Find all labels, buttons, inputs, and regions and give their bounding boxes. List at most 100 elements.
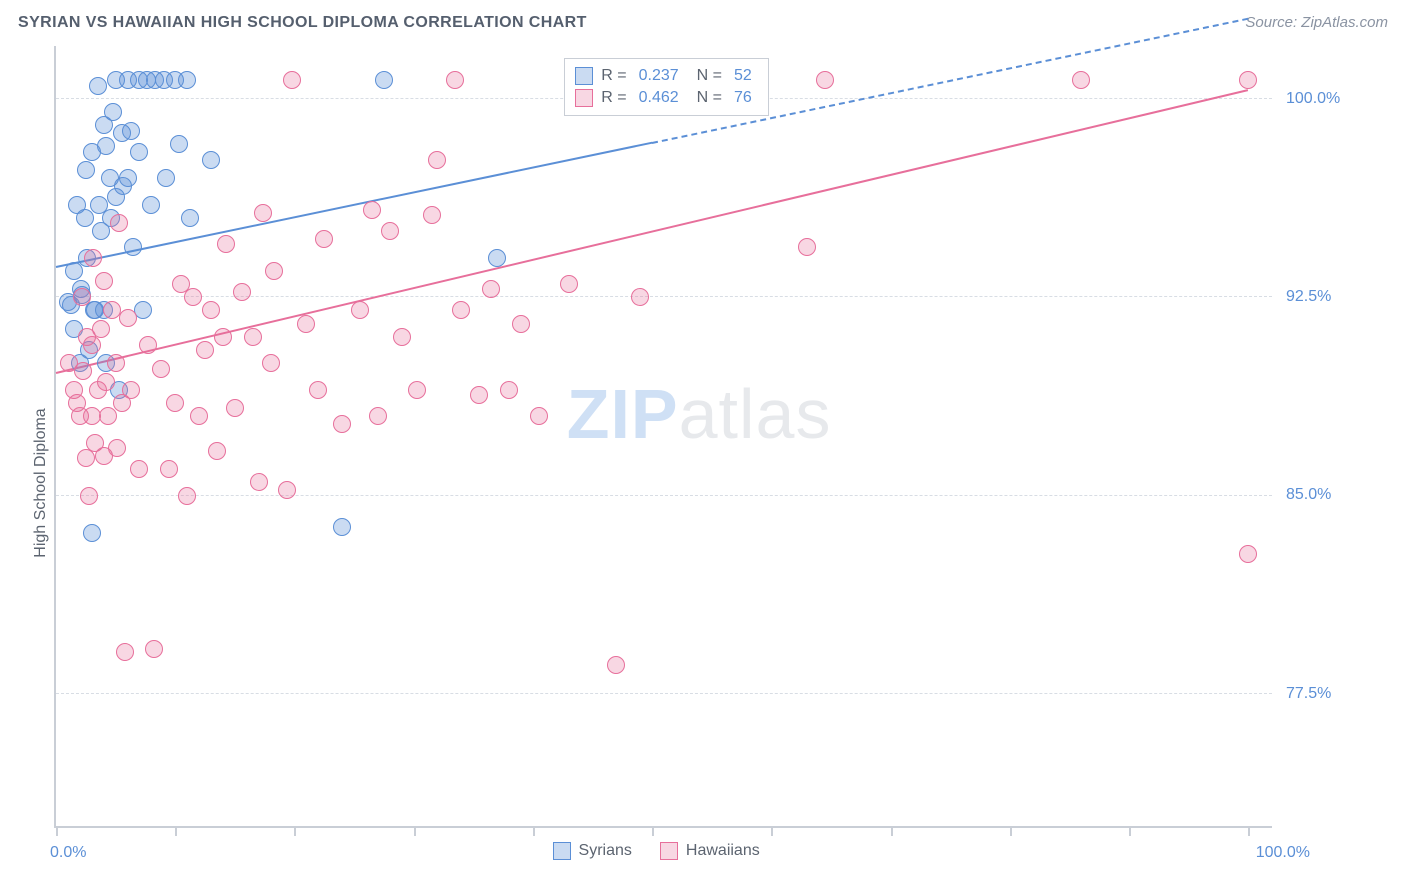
legend-row: R =0.237N =52: [575, 65, 756, 87]
x-tick: [771, 826, 773, 836]
data-point: [217, 235, 235, 253]
data-point: [214, 328, 232, 346]
data-point: [116, 643, 134, 661]
correlation-legend: R =0.237N =52R =0.462N =76: [564, 58, 769, 116]
chart-title: SYRIAN VS HAWAIIAN HIGH SCHOOL DIPLOMA C…: [18, 14, 587, 32]
legend-item-syrians: Syrians: [553, 842, 632, 860]
data-point: [77, 161, 95, 179]
data-point: [265, 262, 283, 280]
x-start-label: 0.0%: [50, 844, 86, 862]
data-point: [97, 373, 115, 391]
data-point: [309, 381, 327, 399]
data-point: [452, 301, 470, 319]
data-point: [250, 473, 268, 491]
data-point: [107, 354, 125, 372]
data-point: [122, 381, 140, 399]
data-point: [1239, 71, 1257, 89]
legend-label: Hawaiians: [686, 842, 760, 860]
data-point: [65, 262, 83, 280]
data-point: [500, 381, 518, 399]
y-tick-label: 77.5%: [1286, 685, 1331, 703]
data-point: [208, 442, 226, 460]
data-point: [110, 214, 128, 232]
x-tick: [1248, 826, 1250, 836]
data-point: [145, 640, 163, 658]
legend-swatch-icon: [660, 842, 678, 860]
data-point: [83, 407, 101, 425]
legend-item-hawaiians: Hawaiians: [660, 842, 760, 860]
data-point: [530, 407, 548, 425]
x-tick: [414, 826, 416, 836]
data-point: [92, 320, 110, 338]
data-point: [166, 394, 184, 412]
data-point: [283, 71, 301, 89]
x-tick: [533, 826, 535, 836]
data-point: [196, 341, 214, 359]
data-point: [104, 103, 122, 121]
data-point: [190, 407, 208, 425]
scatter-plot-area: ZIPatlas R =0.237N =52R =0.462N =76: [54, 46, 1272, 828]
source-credit: Source: ZipAtlas.com: [1245, 14, 1388, 31]
y-tick-label: 85.0%: [1286, 486, 1331, 504]
data-point: [83, 336, 101, 354]
x-tick: [1010, 826, 1012, 836]
data-point: [333, 518, 351, 536]
data-point: [122, 122, 140, 140]
x-tick: [56, 826, 58, 836]
x-tick: [652, 826, 654, 836]
data-point: [482, 280, 500, 298]
data-point: [226, 399, 244, 417]
data-point: [160, 460, 178, 478]
y-axis-title: High School Diploma: [32, 408, 50, 557]
trend-line: [56, 89, 1249, 374]
data-point: [315, 230, 333, 248]
data-point: [157, 169, 175, 187]
watermark: ZIPatlas: [567, 374, 832, 454]
data-point: [170, 135, 188, 153]
data-point: [119, 309, 137, 327]
data-point: [202, 151, 220, 169]
series-legend: Syrians Hawaiians: [553, 842, 760, 860]
x-tick: [175, 826, 177, 836]
x-tick: [1129, 826, 1131, 836]
data-point: [76, 209, 94, 227]
data-point: [178, 487, 196, 505]
data-point: [446, 71, 464, 89]
data-point: [333, 415, 351, 433]
x-tick: [891, 826, 893, 836]
data-point: [470, 386, 488, 404]
data-point: [152, 360, 170, 378]
data-point: [297, 315, 315, 333]
data-point: [178, 71, 196, 89]
data-point: [393, 328, 411, 346]
data-point: [83, 524, 101, 542]
data-point: [89, 77, 107, 95]
data-point: [631, 288, 649, 306]
data-point: [84, 249, 102, 267]
gridline: [56, 495, 1272, 496]
data-point: [134, 301, 152, 319]
data-point: [428, 151, 446, 169]
data-point: [1239, 545, 1257, 563]
data-point: [423, 206, 441, 224]
data-point: [351, 301, 369, 319]
y-tick-label: 100.0%: [1286, 90, 1340, 108]
data-point: [369, 407, 387, 425]
data-point: [254, 204, 272, 222]
legend-label: Syrians: [579, 842, 632, 860]
data-point: [488, 249, 506, 267]
legend-swatch-icon: [575, 89, 593, 107]
data-point: [512, 315, 530, 333]
x-tick: [294, 826, 296, 836]
data-point: [181, 209, 199, 227]
data-point: [74, 362, 92, 380]
data-point: [375, 71, 393, 89]
data-point: [1072, 71, 1090, 89]
data-point: [363, 201, 381, 219]
data-point: [816, 71, 834, 89]
data-point: [184, 288, 202, 306]
data-point: [139, 336, 157, 354]
data-point: [142, 196, 160, 214]
data-point: [233, 283, 251, 301]
data-point: [560, 275, 578, 293]
